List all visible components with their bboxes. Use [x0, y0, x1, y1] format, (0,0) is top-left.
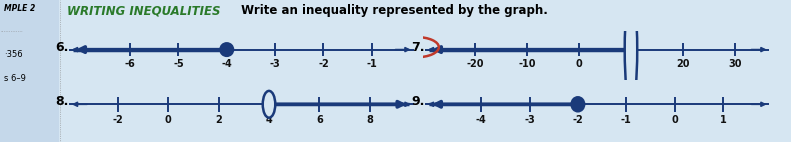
Text: -10: -10	[518, 59, 536, 69]
Text: 6: 6	[316, 115, 323, 125]
Text: 9.: 9.	[411, 95, 425, 108]
FancyBboxPatch shape	[59, 0, 791, 142]
Text: 1: 1	[720, 115, 726, 125]
Text: s 6–9: s 6–9	[4, 74, 26, 83]
Circle shape	[221, 43, 233, 56]
Text: -1: -1	[621, 115, 631, 125]
Circle shape	[263, 91, 275, 118]
Text: 20: 20	[676, 59, 690, 69]
Text: -4: -4	[221, 59, 232, 69]
Text: 4: 4	[266, 115, 272, 125]
Text: -1: -1	[366, 59, 377, 69]
Text: -3: -3	[270, 59, 281, 69]
Circle shape	[572, 97, 584, 111]
Text: -5: -5	[173, 59, 184, 69]
Text: Write an inequality represented by the graph.: Write an inequality represented by the g…	[237, 4, 548, 17]
Text: -2: -2	[573, 115, 583, 125]
Text: 7.: 7.	[411, 41, 425, 54]
Text: .............: .............	[0, 28, 23, 33]
Text: -2: -2	[318, 59, 329, 69]
Text: 10: 10	[624, 59, 638, 69]
Text: 30: 30	[728, 59, 742, 69]
Text: 8.: 8.	[55, 95, 69, 108]
Text: 0: 0	[165, 115, 172, 125]
Text: 6.: 6.	[55, 41, 69, 54]
Text: 2: 2	[215, 115, 222, 125]
Text: 8: 8	[366, 115, 373, 125]
Text: ·356: ·356	[4, 50, 23, 59]
Text: 0: 0	[672, 115, 678, 125]
Text: -3: -3	[524, 115, 535, 125]
Text: -6: -6	[125, 59, 135, 69]
Text: -2: -2	[112, 115, 123, 125]
Text: WRITING INEQUALITIES: WRITING INEQUALITIES	[67, 4, 221, 17]
Text: 0: 0	[576, 59, 582, 69]
Text: -20: -20	[467, 59, 484, 69]
Circle shape	[625, 0, 638, 108]
Text: -4: -4	[476, 115, 486, 125]
Text: MPLE 2: MPLE 2	[4, 4, 36, 13]
